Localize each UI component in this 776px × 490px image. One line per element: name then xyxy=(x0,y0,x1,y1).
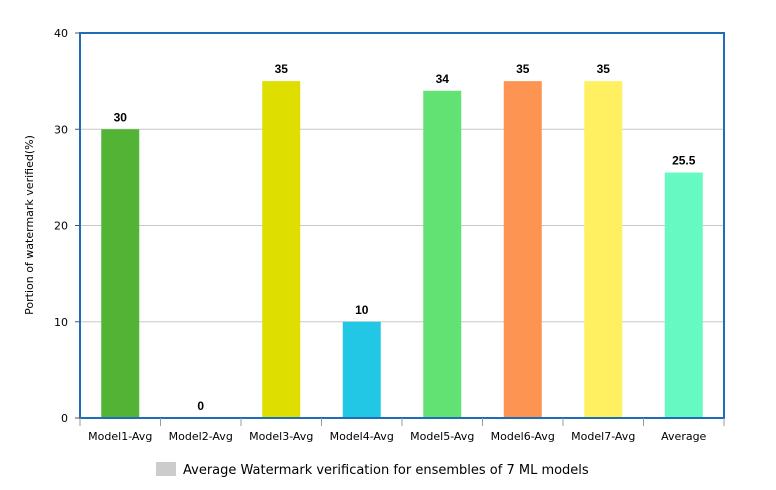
bar xyxy=(342,321,381,418)
bar xyxy=(101,129,140,418)
x-tick-label: Model6-Avg xyxy=(491,430,555,443)
y-tick-label: 30 xyxy=(54,123,68,136)
data-label: 30 xyxy=(114,110,128,124)
legend-label: Average Watermark verification for ensem… xyxy=(183,463,589,478)
data-labels: 30 0 35 10 34 35 35 25.5 xyxy=(114,62,696,413)
bar xyxy=(664,172,703,418)
legend: Average Watermark verification for ensem… xyxy=(156,462,589,478)
gridlines xyxy=(80,128,724,323)
y-axis-ticks: 0 10 20 30 40 xyxy=(54,27,80,425)
y-tick-label: 0 xyxy=(61,412,68,425)
bar xyxy=(584,81,623,418)
data-label: 10 xyxy=(355,303,369,317)
x-tick-label: Model5-Avg xyxy=(410,430,474,443)
data-label: 35 xyxy=(597,62,611,76)
bars xyxy=(101,81,703,418)
x-tick-label: Model4-Avg xyxy=(330,430,394,443)
x-tick-label: Model1-Avg xyxy=(88,430,152,443)
bar xyxy=(262,81,301,418)
data-label: 35 xyxy=(275,62,289,76)
bar xyxy=(423,90,462,418)
x-tick-label: Model2-Avg xyxy=(169,430,233,443)
y-tick-label: 40 xyxy=(54,27,68,40)
y-tick-label: 10 xyxy=(54,316,68,329)
legend-swatch xyxy=(156,462,176,476)
data-label: 34 xyxy=(436,72,450,86)
y-axis-label: Portion of watermark verified(%) xyxy=(23,135,36,315)
x-tick-label: Model7-Avg xyxy=(571,430,635,443)
bar xyxy=(503,81,542,418)
x-axis-ticks: Model1-Avg Model2-Avg Model3-Avg Model4-Avg… xyxy=(79,418,725,443)
y-tick-label: 20 xyxy=(54,220,68,233)
x-tick-label: Average xyxy=(661,430,706,443)
x-tick-label: Model3-Avg xyxy=(249,430,313,443)
data-label: 25.5 xyxy=(672,154,696,168)
data-label: 35 xyxy=(516,62,530,76)
data-label: 0 xyxy=(197,399,204,413)
